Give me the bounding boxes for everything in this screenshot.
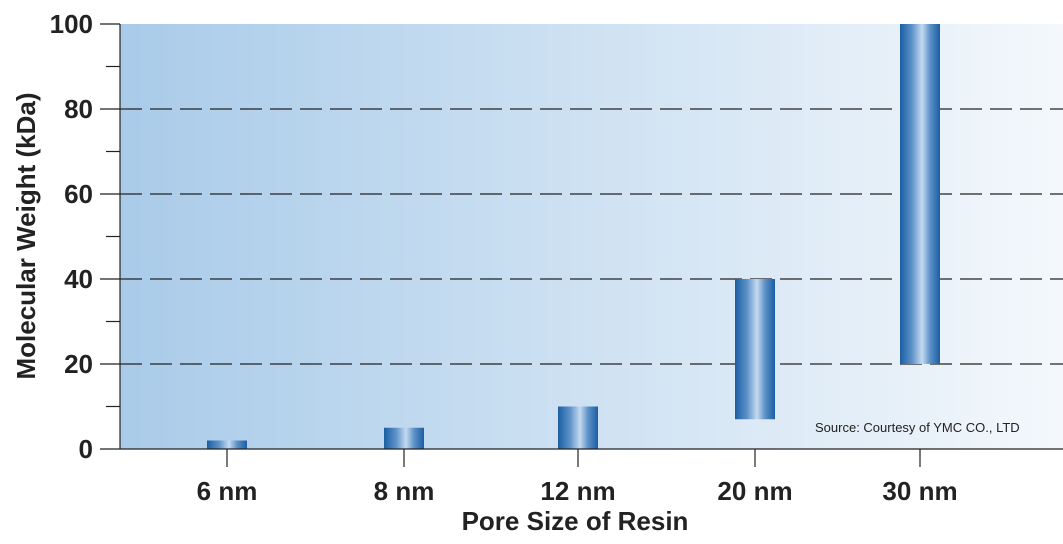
- y-tick-label: 20: [64, 349, 93, 379]
- bars: [207, 24, 940, 449]
- bar: [900, 24, 940, 364]
- x-tick-label: 20 nm: [717, 476, 792, 506]
- bar: [207, 440, 247, 449]
- x-tick-label: 30 nm: [882, 476, 957, 506]
- x-axis-title: Pore Size of Resin: [462, 506, 689, 536]
- y-tick-label: 100: [50, 9, 93, 39]
- y-axis-title: Molecular Weight (kDa): [11, 92, 41, 379]
- y-tick-label: 0: [79, 434, 93, 464]
- y-tick-label: 40: [64, 264, 93, 294]
- y-tick-label: 60: [64, 179, 93, 209]
- tick-labels: 0 20 40 60 80 100 6 nm 8 nm 12 nm 20 nm 30 nm: [50, 9, 958, 506]
- bar: [735, 279, 775, 420]
- annotation: Source: Courtesy of YMC CO., LTD: [815, 420, 1020, 435]
- axes: [100, 23, 1063, 467]
- bar: [558, 406, 598, 449]
- x-tick-label: 8 nm: [374, 476, 435, 506]
- x-tick-label: 6 nm: [197, 476, 258, 506]
- y-tick-label: 80: [64, 94, 93, 124]
- x-tick-label: 12 nm: [540, 476, 615, 506]
- bar: [384, 427, 424, 449]
